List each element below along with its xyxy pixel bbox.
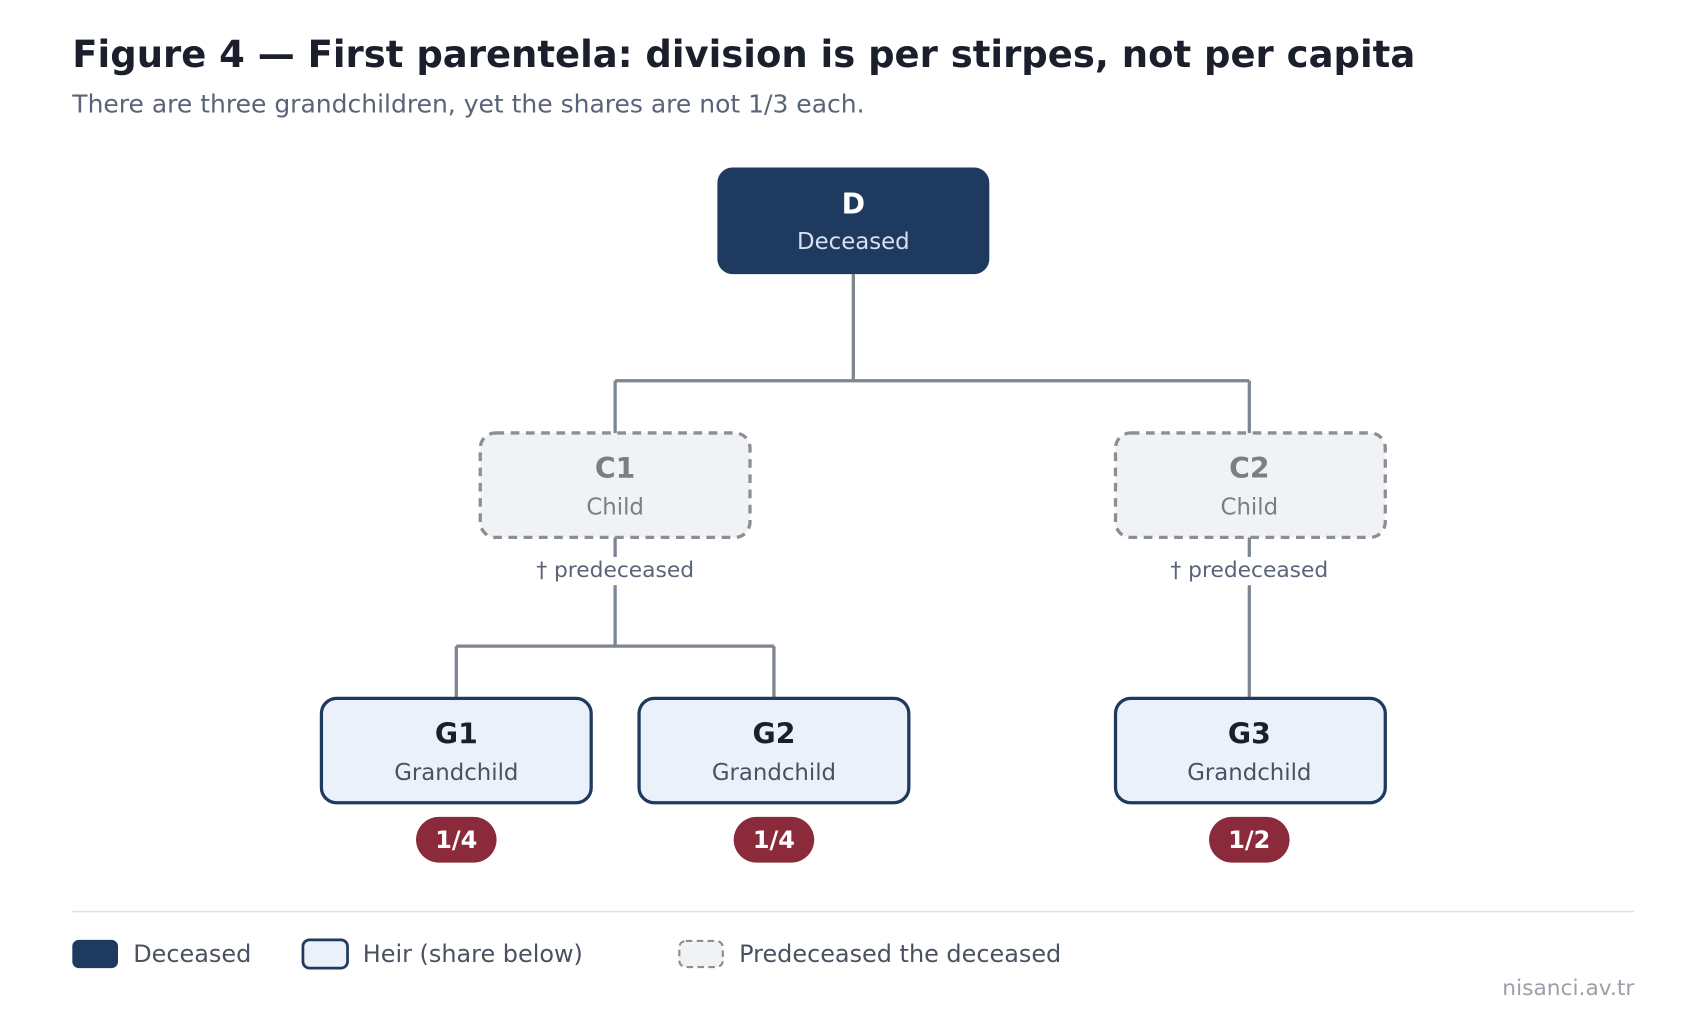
node-role: Grandchild bbox=[394, 760, 518, 786]
connector bbox=[454, 537, 776, 699]
legend-label: Heir (share below) bbox=[363, 940, 583, 968]
share-pill bbox=[733, 816, 815, 863]
node-label: C1 bbox=[595, 452, 635, 485]
node-box bbox=[717, 167, 990, 275]
node-role: Child bbox=[1221, 495, 1279, 521]
node-role: Child bbox=[586, 495, 644, 521]
legend-label: Predeceased the deceased bbox=[739, 940, 1061, 968]
node-role: Deceased bbox=[797, 229, 910, 255]
node-label: G2 bbox=[753, 717, 796, 750]
node-note: † predeceased bbox=[536, 558, 694, 583]
share-label: 1/4 bbox=[435, 826, 477, 854]
node-role: Grandchild bbox=[1187, 760, 1311, 786]
node-label: C2 bbox=[1229, 452, 1269, 485]
node-label: G3 bbox=[1228, 717, 1271, 750]
node-box bbox=[637, 696, 911, 805]
subtitle: There are three grandchildren, yet the s… bbox=[71, 90, 864, 119]
legend-swatch bbox=[301, 938, 349, 970]
share-pill bbox=[1209, 816, 1290, 863]
share-label: 1/4 bbox=[753, 826, 795, 854]
connectors bbox=[454, 274, 1251, 699]
note-bg bbox=[1163, 556, 1336, 586]
node-role: Grandchild bbox=[712, 760, 836, 786]
legend-swatch bbox=[72, 939, 119, 969]
node-box bbox=[1113, 431, 1387, 540]
connector bbox=[613, 274, 1251, 433]
share-pill bbox=[416, 816, 497, 863]
node-box bbox=[319, 696, 593, 805]
node-label: D bbox=[842, 188, 865, 221]
note-bg bbox=[529, 556, 702, 586]
node-box bbox=[478, 431, 752, 540]
legend-label: Deceased bbox=[133, 940, 251, 968]
node-label: G1 bbox=[435, 717, 478, 750]
share-label: 1/2 bbox=[1228, 826, 1270, 854]
title: Figure 4 — First parentela: division is … bbox=[72, 33, 1415, 76]
legend-swatch bbox=[678, 939, 724, 969]
node-note: † predeceased bbox=[1170, 558, 1328, 583]
node-box bbox=[1113, 696, 1387, 805]
footer: nisanci.av.tr bbox=[1502, 976, 1634, 1001]
